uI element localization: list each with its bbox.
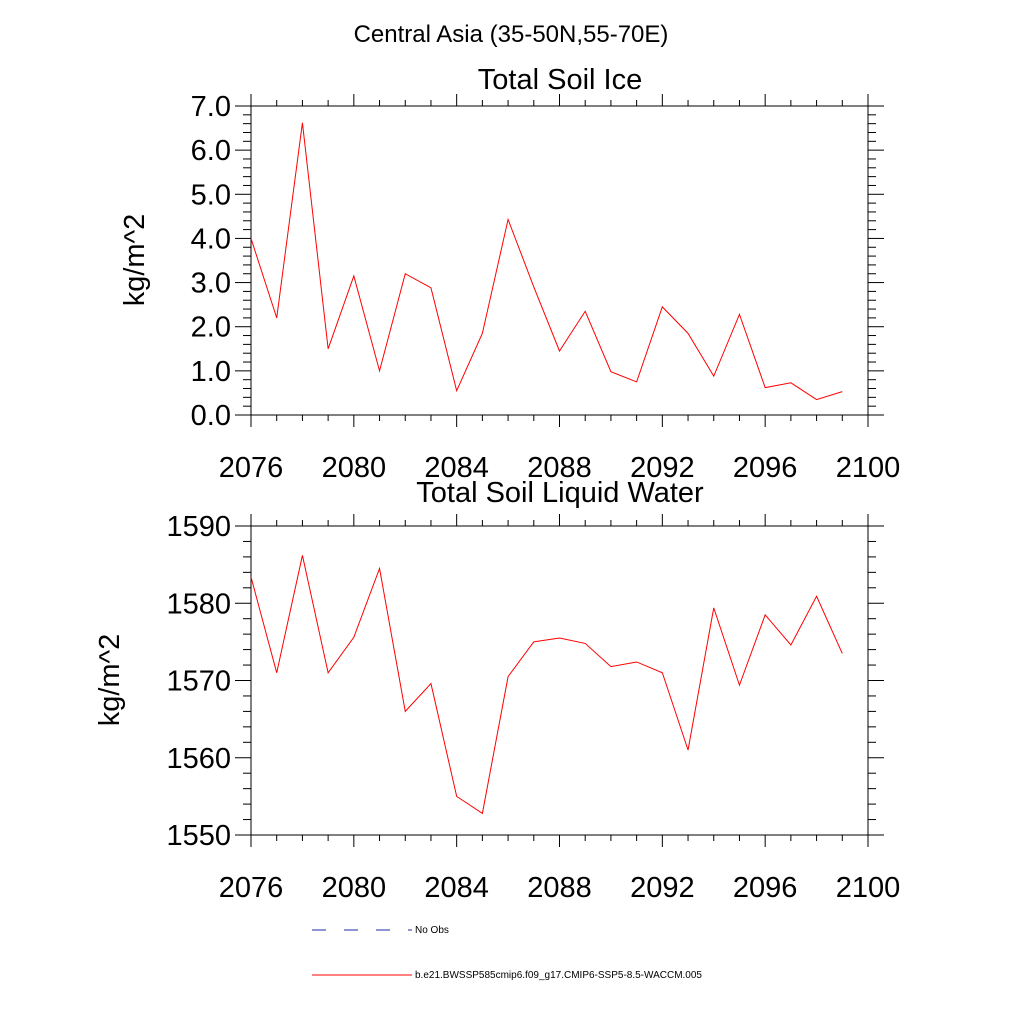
y-tick-label: 2.0 <box>191 312 231 344</box>
x-tick-label: 2092 <box>630 452 695 484</box>
x-tick-label: 2076 <box>219 452 284 484</box>
y-tick-label: 1.0 <box>191 356 231 388</box>
x-tick-label: 2100 <box>836 872 901 904</box>
y-tick-label: 7.0 <box>191 91 231 123</box>
x-tick-label: 2096 <box>733 452 798 484</box>
chart-total-soil-liquid-water: Total Soil Liquid Water kg/m^2 2076 2080 2… <box>94 477 900 904</box>
x-tick-label: 2080 <box>322 452 387 484</box>
x-tick-label: 2088 <box>527 452 592 484</box>
y-tick-label: 1590 <box>166 511 231 543</box>
x-tick-label: 2076 <box>219 872 284 904</box>
y-tick-label: 3.0 <box>191 268 231 300</box>
axis-tick-labels: 2076 2080 2084 2088 2092 2096 2100 1550 1560 1570… <box>166 511 900 904</box>
plot-frame <box>250 105 869 416</box>
x-tick-label: 2084 <box>424 872 489 904</box>
x-tick-label: 2084 <box>424 452 489 484</box>
figure-title: Central Asia (35-50N,55-70E) <box>354 21 669 48</box>
chart-total-soil-ice: Total Soil Ice kg/m^2 2076 2080 2084 2088 20… <box>119 64 900 484</box>
y-axis-label: kg/m^2 <box>94 634 126 727</box>
chart-title: Total Soil Ice <box>478 64 642 96</box>
y-tick-label: 1580 <box>166 588 231 620</box>
legend: No Obs b.e21.BWSSP585cmip6.f09_g17.CMIP6… <box>312 925 702 981</box>
series-line-model <box>250 122 843 401</box>
axis-tick-labels: 2076 2080 2084 2088 2092 2096 2100 0.0 1.0 2.0 3.0… <box>191 91 901 484</box>
axis-ticks <box>235 514 884 847</box>
x-tick-label: 2088 <box>527 872 592 904</box>
y-tick-label: 6.0 <box>191 135 231 167</box>
x-tick-label: 2096 <box>733 872 798 904</box>
y-tick-label: 1560 <box>166 743 231 775</box>
plot-frame <box>250 525 869 836</box>
y-tick-label: 0.0 <box>191 400 231 432</box>
axis-ticks <box>235 94 884 427</box>
legend-label-model: b.e21.BWSSP585cmip6.f09_g17.CMIP6-SSP5-8… <box>415 970 702 981</box>
chart-title: Total Soil Liquid Water <box>416 477 704 509</box>
x-tick-label: 2080 <box>322 872 387 904</box>
y-tick-label: 1550 <box>166 820 231 852</box>
y-tick-label: 1570 <box>166 666 231 698</box>
legend-label-no-obs: No Obs <box>415 925 449 936</box>
data-series <box>250 555 843 815</box>
y-axis-label: kg/m^2 <box>119 214 151 307</box>
x-tick-label: 2092 <box>630 872 695 904</box>
y-tick-label: 4.0 <box>191 223 231 255</box>
x-tick-label: 2100 <box>836 452 901 484</box>
y-tick-label: 5.0 <box>191 179 231 211</box>
data-series <box>250 122 843 401</box>
series-line-model <box>250 555 843 815</box>
